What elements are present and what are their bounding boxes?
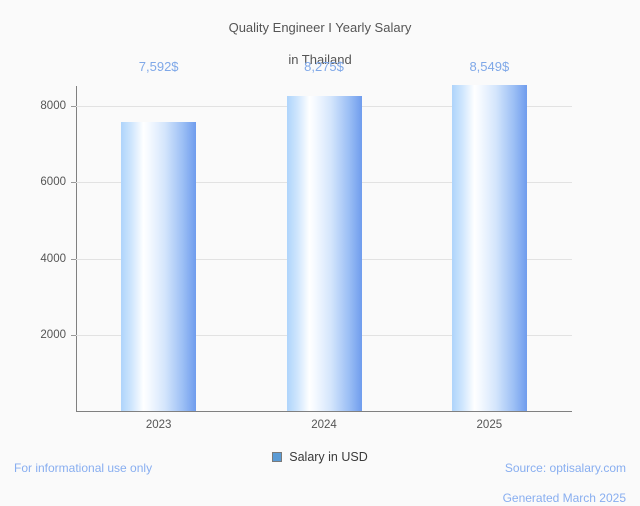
y-axis-tick-label: 4000 (40, 252, 66, 265)
chart-title: Quality Engineer I Yearly Salary in Thai… (0, 4, 640, 68)
chart-container: Quality Engineer I Yearly Salary in Thai… (0, 4, 640, 505)
bar-2025[interactable] (451, 85, 527, 411)
x-axis-line (76, 411, 572, 412)
source-line-1: Source: optisalary.com (504, 461, 626, 475)
legend-swatch-icon (272, 452, 283, 462)
bar-value-label: 8,549$ (469, 59, 510, 74)
legend-item-label: Salary in USD (289, 450, 368, 464)
x-axis-category-label: 2024 (311, 419, 337, 431)
source-text: Source: optisalary.com Generated March 2… (503, 446, 626, 506)
chart-legend: Salary in USD (0, 450, 640, 464)
x-axis-category-label: 2023 (145, 419, 172, 431)
y-axis-tick-label: 8000 (40, 100, 66, 112)
x-axis-category-label: 2025 (476, 419, 503, 431)
bar-value-label: 8,275$ (304, 59, 344, 74)
chart-title-line-2: in Thailand (288, 52, 352, 67)
y-axis-tick (71, 106, 76, 107)
y-axis-tick (71, 334, 76, 336)
source-line-2: Generated March 2025 (502, 491, 626, 505)
y-axis-tick-label: 2000 (40, 328, 66, 341)
bar-2023[interactable] (121, 121, 197, 411)
y-axis-tick (71, 258, 76, 260)
chart-title-line-1: Quality Engineer I Yearly Salary (228, 20, 412, 35)
y-axis-tick (71, 182, 76, 184)
bar-2024[interactable] (286, 95, 362, 411)
disclaimer-text: For informational use only (14, 461, 153, 475)
bar-value-label: 7,592$ (138, 59, 179, 74)
y-axis-line (76, 86, 77, 412)
plot-area: 2000 4000 6000 8000 7,592$ 8,275$ 8,549$ (40, 59, 572, 411)
y-axis-tick-label: 6000 (40, 176, 66, 189)
